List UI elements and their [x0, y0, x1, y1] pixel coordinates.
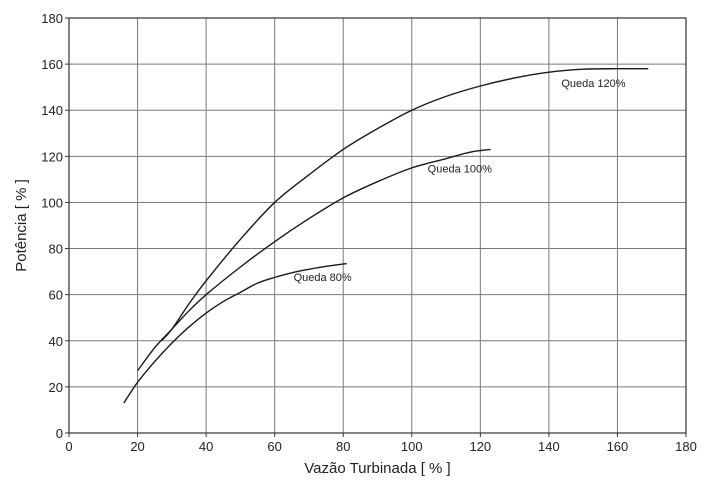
series-label-queda-80: Queda 80% — [294, 272, 352, 284]
x-tick-label: 40 — [199, 439, 213, 454]
x-tick-label: 80 — [336, 439, 350, 454]
series-label-queda-100: Queda 100% — [428, 163, 492, 175]
series-label-queda-120: Queda 120% — [561, 78, 625, 90]
y-axis-label: Potência [ % ] — [13, 179, 30, 272]
series-labels: Queda 80% Queda 100% Queda 120% — [294, 78, 626, 284]
series-line-queda-80 — [123, 262, 347, 404]
x-tick-label: 100 — [401, 439, 423, 454]
y-tick-label: 60 — [49, 288, 63, 303]
y-tick-label: 140 — [41, 103, 63, 118]
x-tick-label: 160 — [607, 439, 629, 454]
x-tick-label: 120 — [469, 439, 491, 454]
y-tick-label: 20 — [49, 380, 63, 395]
series-line-queda-100 — [136, 148, 491, 372]
y-tick-label: 160 — [41, 57, 63, 72]
series-line-queda-120 — [161, 67, 649, 342]
x-tick-label: 0 — [65, 439, 72, 454]
x-tick-label: 140 — [538, 439, 560, 454]
y-tick-label: 100 — [41, 195, 63, 210]
x-tick-label: 180 — [675, 439, 697, 454]
grid-layer — [68, 17, 687, 434]
y-tick-label: 40 — [49, 334, 63, 349]
y-tick-label: 120 — [41, 149, 63, 164]
x-tick-label: 20 — [130, 439, 144, 454]
y-tick-label: 0 — [56, 426, 63, 441]
series-curves — [123, 67, 649, 404]
x-tick-label: 60 — [267, 439, 281, 454]
y-tick-label: 80 — [49, 242, 63, 257]
plot-frame — [68, 17, 687, 434]
tick-labels: 0 20 40 60 80 100 120 140 160 180 0 20 40 60 80 100 120 1… — [41, 11, 697, 454]
x-axis-label: Vazão Turbinada [ % ] — [304, 460, 450, 477]
y-tick-label: 180 — [41, 11, 63, 26]
